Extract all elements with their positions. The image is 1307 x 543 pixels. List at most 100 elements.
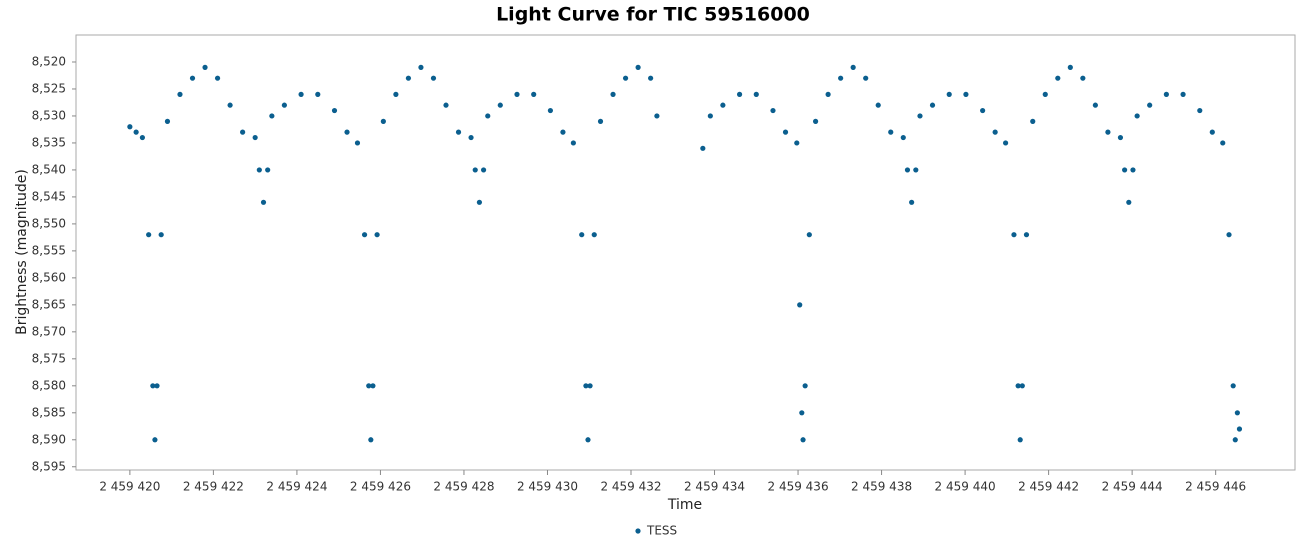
data-point <box>1163 91 1169 97</box>
x-tick-label: 2 459 426 <box>350 480 411 494</box>
data-point <box>1236 426 1243 432</box>
data-point <box>1030 118 1036 124</box>
y-tick-label: 8,575 <box>32 351 66 365</box>
y-tick-label: 8,550 <box>32 216 66 230</box>
data-point <box>480 167 487 173</box>
data-point <box>812 118 819 124</box>
data-point <box>1117 134 1124 141</box>
data-point <box>315 91 321 97</box>
data-point <box>331 107 338 114</box>
data-point <box>164 118 171 124</box>
y-tick-label: 8,555 <box>32 243 66 257</box>
data-point <box>1226 232 1232 238</box>
data-point <box>635 64 641 70</box>
y-tick-label: 8,540 <box>32 162 66 176</box>
data-point <box>139 134 145 141</box>
data-point <box>736 91 743 97</box>
data-point <box>514 91 520 97</box>
data-point <box>366 383 372 389</box>
data-point <box>240 129 246 135</box>
data-point <box>485 113 491 119</box>
data-point <box>1234 410 1240 416</box>
data-point <box>472 167 478 173</box>
data-point <box>838 75 844 81</box>
data-point <box>1080 75 1086 81</box>
data-point <box>374 232 380 238</box>
data-point <box>547 107 554 114</box>
data-point <box>913 167 919 173</box>
data-point <box>806 232 812 238</box>
data-point <box>1017 437 1023 443</box>
y-tick-label: 8,560 <box>32 270 66 284</box>
data-point <box>597 118 604 124</box>
legend-label: TESS <box>646 524 677 538</box>
data-point <box>904 167 911 173</box>
x-tick-label: 2 459 444 <box>1102 480 1163 494</box>
data-point <box>1220 140 1226 146</box>
data-point <box>720 102 726 108</box>
x-tick-label: 2 459 446 <box>1185 480 1246 494</box>
data-point <box>269 113 275 119</box>
data-point <box>260 199 267 205</box>
data-point <box>850 64 856 70</box>
data-point <box>1147 102 1153 108</box>
x-tick-label: 2 459 428 <box>433 480 494 494</box>
data-point <box>1209 129 1215 135</box>
x-tick-label: 2 459 434 <box>684 480 745 494</box>
data-point <box>443 102 449 108</box>
data-point <box>189 75 196 81</box>
data-point <box>610 91 616 97</box>
data-point <box>298 91 304 97</box>
data-point <box>802 383 808 389</box>
data-point <box>468 134 474 141</box>
data-point <box>152 437 158 443</box>
data-point <box>1015 383 1021 389</box>
data-point <box>800 437 806 443</box>
data-point <box>1180 91 1186 97</box>
data-point <box>917 113 923 119</box>
plot-area <box>75 34 1296 471</box>
data-point <box>863 75 869 81</box>
data-point <box>370 383 376 389</box>
x-tick-label: 2 459 432 <box>600 480 661 494</box>
y-tick-label: 8,585 <box>32 405 66 419</box>
data-point <box>361 232 368 238</box>
x-tick-label: 2 459 420 <box>99 480 160 494</box>
data-point <box>256 167 262 173</box>
data-point <box>177 91 183 97</box>
x-tick-label: 2 459 440 <box>935 480 996 494</box>
chart-title: Light Curve for TIC 59516000 <box>496 4 810 26</box>
data-point <box>531 91 537 97</box>
data-point <box>127 124 133 130</box>
data-point <box>585 437 591 443</box>
y-tick-label: 8,535 <box>32 135 66 149</box>
data-point <box>1055 75 1061 81</box>
y-tick-label: 8,525 <box>32 81 66 95</box>
x-tick-label: 2 459 422 <box>183 480 244 494</box>
x-tick-label: 2 459 424 <box>266 480 327 494</box>
data-point <box>368 437 374 443</box>
data-point <box>700 145 706 151</box>
data-point <box>770 107 776 114</box>
data-point <box>888 129 894 135</box>
data-point <box>825 91 831 97</box>
data-point <box>1126 199 1132 205</box>
data-point <box>1092 102 1098 108</box>
data-point <box>909 199 915 205</box>
data-point <box>753 91 759 97</box>
y-tick-label: 8,570 <box>32 324 66 338</box>
data-point <box>570 140 576 146</box>
data-point <box>214 75 221 81</box>
data-point <box>1122 167 1128 173</box>
data-point <box>252 134 258 141</box>
data-point <box>648 75 654 81</box>
data-point <box>146 232 152 238</box>
data-point <box>900 134 906 141</box>
data-point <box>281 102 287 108</box>
data-point <box>560 129 566 135</box>
data-point <box>794 140 800 146</box>
data-point <box>1002 140 1009 146</box>
data-point <box>380 118 386 124</box>
y-tick-label: 8,565 <box>32 297 66 311</box>
data-point <box>430 75 437 81</box>
